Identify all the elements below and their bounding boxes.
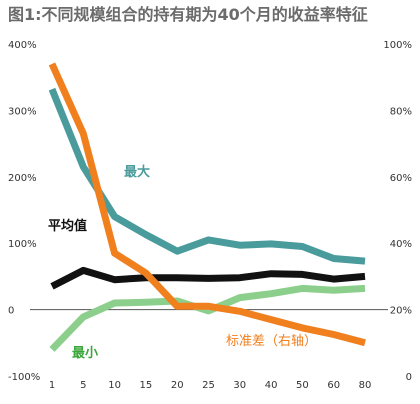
series-line [49, 284, 366, 352]
x-tick-label: 60 [327, 380, 340, 391]
y-left-tick-label: 400% [8, 40, 37, 51]
x-tick-label: 20 [171, 380, 184, 391]
x-tick-label: 10 [108, 380, 121, 391]
x-tick-label: 25 [202, 380, 215, 391]
y-left-tick-label: -100% [8, 372, 40, 383]
x-tick-label: 1 [49, 380, 55, 391]
x-tick-label: 80 [359, 380, 372, 391]
y-right-tick-label: 20% [390, 306, 412, 317]
y-right-tick-label: 60% [390, 173, 412, 184]
x-tick-label: 30 [233, 380, 246, 391]
y-left-tick-label: 200% [8, 173, 37, 184]
series-label: 平均值 [48, 218, 87, 234]
y-right-tick-label: 0 [406, 372, 412, 383]
chart-title: 图1:不同规模组合的持有期为40个月的收益率特征 [8, 5, 368, 24]
y-left-tick-label: 0 [8, 306, 14, 317]
y-left-tick-label: 100% [8, 239, 37, 250]
series-line [50, 266, 366, 290]
y-right-tick-label: 40% [390, 239, 412, 250]
x-tick-label: 40 [265, 380, 278, 391]
series-line [48, 62, 366, 347]
x-tick-label: 15 [140, 380, 153, 391]
series-label: 最小 [72, 346, 98, 361]
axis-layer: -100% 0 100% 200% 300% 400% 0 20% 40% 60% 80% 100% 1… [8, 40, 412, 391]
series-label: 标准差（右轴） [226, 334, 317, 349]
x-tick-label: 5 [80, 380, 86, 391]
y-right-tick-label: 80% [390, 106, 412, 117]
x-tick-label: 50 [296, 380, 309, 391]
series-label: 最大 [124, 164, 150, 180]
y-left-tick-label: 300% [8, 106, 37, 117]
series-layer [48, 62, 366, 352]
y-right-tick-label: 100% [383, 40, 412, 51]
